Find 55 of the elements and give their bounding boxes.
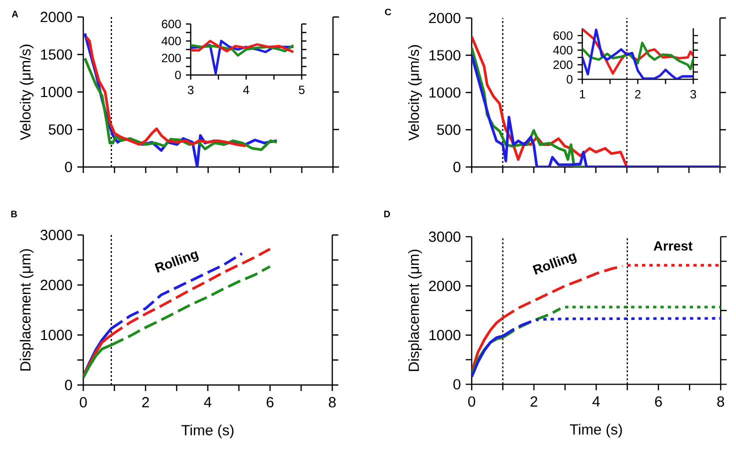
y-tick-label: 0 <box>64 162 72 172</box>
text: B <box>11 210 17 218</box>
x-tick-label: 2 <box>530 396 538 407</box>
y-tick-label: 400 <box>162 36 181 46</box>
x-tick-label: 1 <box>580 90 586 98</box>
y-tick-label: 2000 <box>40 280 72 290</box>
y-axis-title: Velocity (μm/s) <box>408 45 422 141</box>
x-tick-label: 0 <box>80 397 87 408</box>
y-tick-label: 200 <box>162 54 181 62</box>
x-tick-label: 3 <box>188 86 194 94</box>
y-tick-label: 3000 <box>40 230 72 240</box>
x-tick-label: 6 <box>266 397 274 408</box>
y-tick-label: 1500 <box>429 50 460 60</box>
x-tick-label: 3 <box>690 90 696 99</box>
y-tick-label: 1000 <box>429 87 460 98</box>
annotation: Rolling <box>154 251 199 273</box>
text: C <box>385 8 392 16</box>
y-tick-label: 3000 <box>428 232 460 242</box>
y-tick-label: 0 <box>453 162 460 172</box>
y-tick-label: 1500 <box>41 49 72 60</box>
y-tick-label: 500 <box>48 124 72 135</box>
x-tick-label: 2 <box>142 397 149 408</box>
x-tick-label: 8 <box>717 396 724 407</box>
x-tick-label: 2 <box>635 90 641 98</box>
text: A <box>12 10 18 18</box>
y-tick-label: 600 <box>162 20 181 28</box>
y-axis-title: Displacement (μm) <box>20 249 34 370</box>
x-tick-label: 5 <box>298 86 305 94</box>
x-tick-label: 4 <box>592 396 600 406</box>
x-axis-title: Time (s) <box>182 424 234 438</box>
x-tick-label: 6 <box>655 396 662 407</box>
x-tick-label: 8 <box>328 397 336 408</box>
y-tick-label: 1000 <box>41 86 72 98</box>
y-tick-label: 0 <box>566 75 572 84</box>
y-tick-label: 200 <box>554 60 572 69</box>
x-axis-title: Time (s) <box>570 424 622 438</box>
y-tick-label: 2000 <box>429 12 460 24</box>
annotation: Rolling <box>532 253 577 275</box>
x-tick-label: 0 <box>468 396 476 407</box>
y-tick-label: 2000 <box>429 280 460 292</box>
y-tick-label: 600 <box>554 31 572 40</box>
y-tick-label: 400 <box>553 46 572 54</box>
y-tick-label: 500 <box>437 124 460 135</box>
y-axis-title: Displacement (μm) <box>408 250 422 371</box>
y-tick-label: 1000 <box>429 330 460 340</box>
y-tick-label: 0 <box>453 379 460 390</box>
y-tick-label: 0 <box>64 380 72 390</box>
y-axis-title: Velocity (μm/s) <box>20 44 34 140</box>
text: D <box>384 210 390 218</box>
y-tick-label: 2000 <box>40 12 72 22</box>
y-tick-label: 0 <box>175 70 181 80</box>
x-tick-label: 4 <box>243 86 250 94</box>
y-tick-label: 1000 <box>41 330 72 340</box>
annotation: Arrest <box>654 241 692 251</box>
x-tick-label: 4 <box>204 397 212 408</box>
